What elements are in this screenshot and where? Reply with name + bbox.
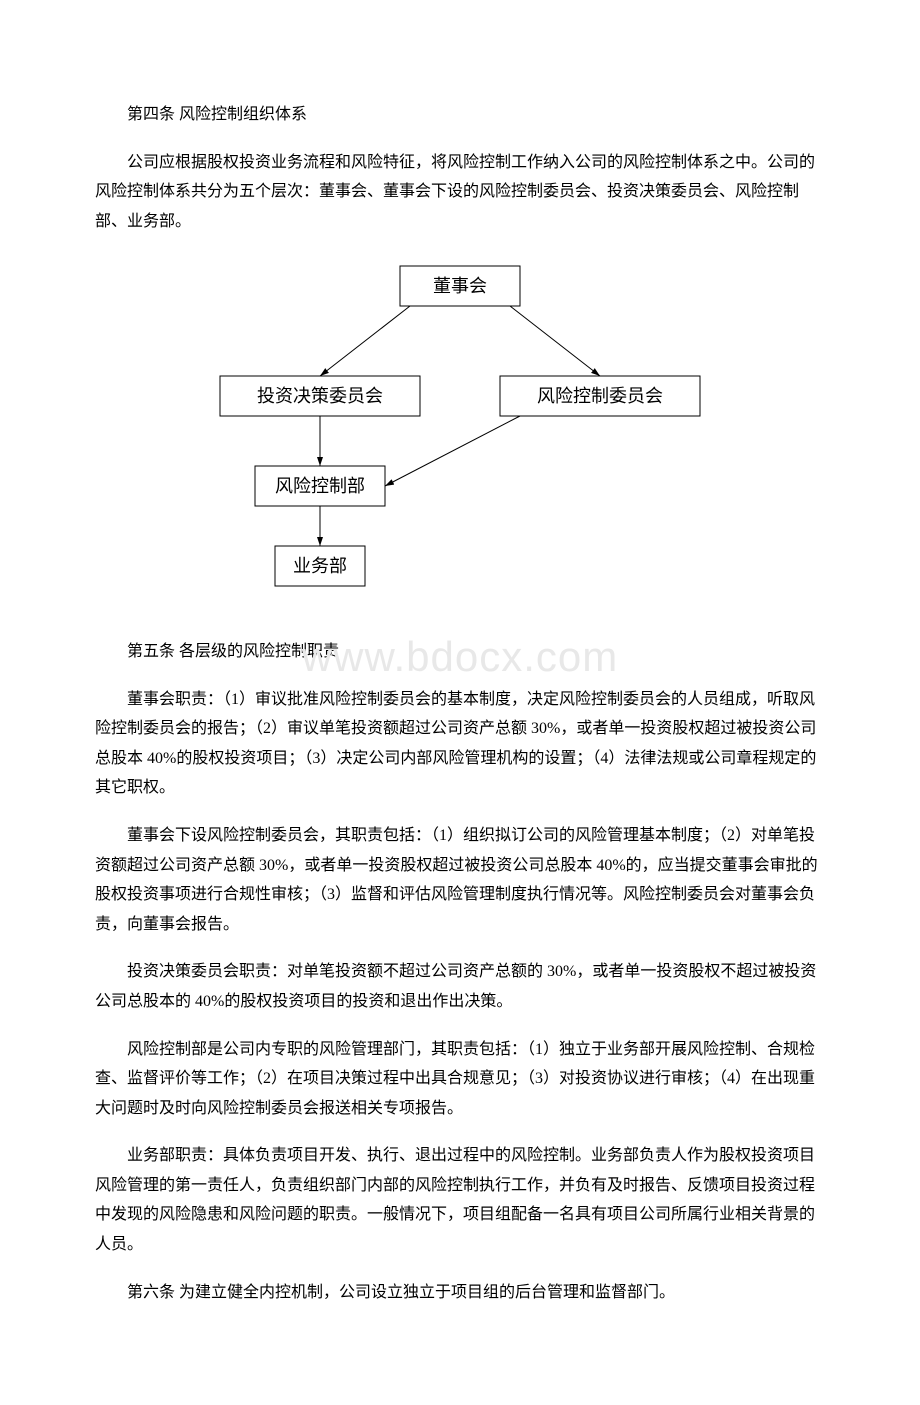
- diagram-edge: [320, 306, 410, 376]
- article-5-p4: 风险控制部是公司内专职的风险管理部门，其职责包括：（1）独立于业务部开展风险控制…: [95, 1035, 825, 1124]
- diagram-edge: [385, 416, 520, 486]
- org-diagram-container: 董事会投资决策委员会 风险控制委员会风险控制部业务部: [95, 256, 825, 607]
- diagram-node-label: 风险控制委员会: [537, 386, 663, 406]
- diagram-node-label: 业务部: [293, 556, 347, 576]
- article-6: 第六条 为建立健全内控机制，公司设立独立于项目组的后台管理和监督部门。: [95, 1278, 825, 1308]
- diagram-edge: [510, 306, 600, 376]
- diagram-node-label: 风险控制部: [275, 476, 365, 496]
- article-5-p5: 业务部职责：具体负责项目开发、执行、退出过程中的风险控制。业务部负责人作为股权投…: [95, 1141, 825, 1259]
- article-5-p3: 投资决策委员会职责：对单笔投资额不超过公司资产总额的 30%，或者单一投资股权不…: [95, 957, 825, 1016]
- diagram-node-label: 投资决策委员会: [257, 386, 383, 406]
- article-5-title: 第五条 各层级的风险控制职责: [95, 637, 825, 667]
- article-5-p2: 董事会下设风险控制委员会，其职责包括：（1）组织拟订公司的风险管理基本制度；（2…: [95, 821, 825, 939]
- article-5-p1: 董事会职责：（1）审议批准风险控制委员会的基本制度，决定风险控制委员会的人员组成…: [95, 685, 825, 803]
- org-diagram: 董事会投资决策委员会 风险控制委员会风险控制部业务部: [180, 256, 740, 596]
- diagram-node-label: 董事会: [433, 276, 487, 296]
- article-4-body: 公司应根据股权投资业务流程和风险特征，将风险控制工作纳入公司的风险控制体系之中。…: [95, 148, 825, 237]
- article-4-title: 第四条 风险控制组织体系: [95, 100, 825, 130]
